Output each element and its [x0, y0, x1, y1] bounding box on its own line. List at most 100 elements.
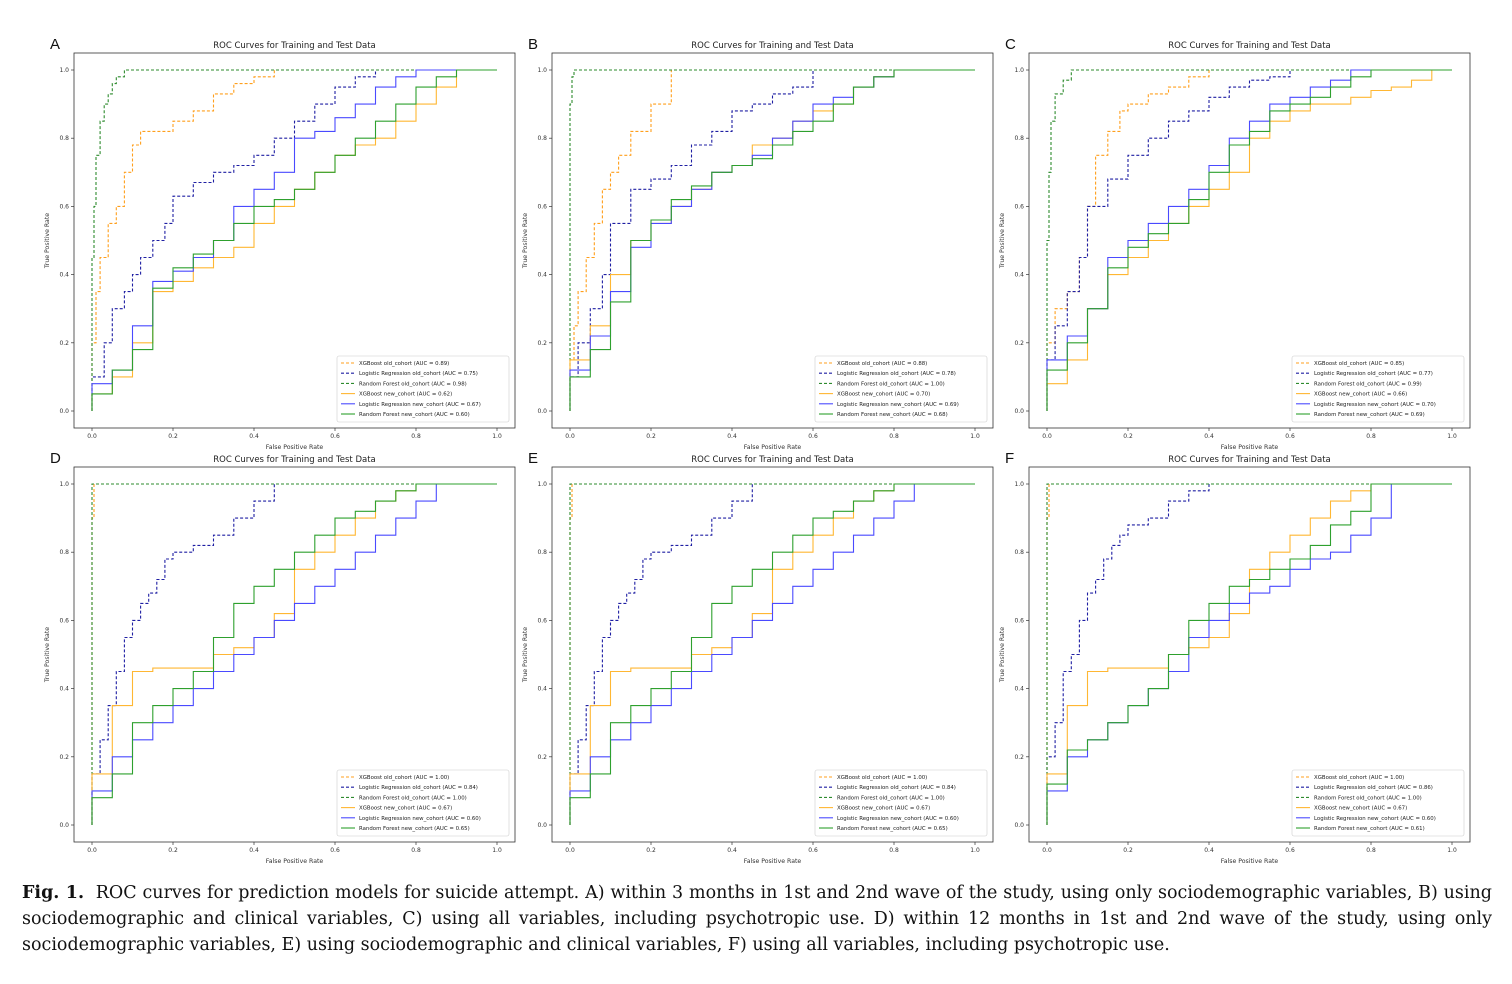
y-axis-label: True Positive Rate	[522, 627, 529, 683]
roc-curve-rf-new	[91, 69, 497, 411]
x-axis-label: False Positive Rate	[744, 444, 802, 451]
roc-figure-svg: A ROC Curves for Training and Test Data 0.…	[44, 36, 1471, 865]
roc-curve-lr-new	[91, 483, 497, 825]
roc-curve-rf-old	[1046, 69, 1452, 411]
y-tick-label: 0.2	[537, 340, 547, 347]
roc-curve-lr-old	[1046, 69, 1452, 411]
legend-entry: Random Forest old_cohort (AUC = 1.00)	[837, 381, 945, 387]
roc-panel-a: A ROC Curves for Training and Test Data 0.…	[44, 36, 516, 451]
legend-entry: Random Forest old_cohort (AUC = 1.00)	[1314, 795, 1422, 801]
plot-frame	[551, 52, 994, 429]
y-tick-label: 0.4	[1014, 686, 1024, 693]
legend-entry: Random Forest new_cohort (AUC = 0.65)	[359, 826, 470, 832]
legend-box	[336, 355, 510, 423]
legend-entry: XGBoost old_cohort (AUC = 0.88)	[837, 361, 927, 367]
x-axis-label: False Positive Rate	[266, 858, 324, 865]
x-tick-label: 0.4	[1204, 433, 1214, 440]
legend-entry: Logistic Regression old_cohort (AUC = 0.…	[1314, 371, 1433, 377]
plot-frame	[1028, 466, 1471, 843]
x-axis-label: False Positive Rate	[1221, 858, 1279, 865]
legend-entry: Logistic Regression new_cohort (AUC = 0.…	[359, 402, 481, 408]
x-tick-label: 1.0	[492, 433, 502, 440]
x-tick-label: 0.6	[330, 433, 340, 440]
legend-entry: Logistic Regression old_cohort (AUC = 0.…	[837, 371, 956, 377]
legend-entry: Random Forest new_cohort (AUC = 0.61)	[1314, 826, 1425, 832]
panel-letter: D	[50, 450, 61, 467]
x-tick-label: 0.6	[1285, 433, 1295, 440]
y-axis-label: True Positive Rate	[999, 627, 1006, 683]
x-tick-label: 0.8	[889, 847, 899, 854]
plot-frame	[73, 52, 516, 429]
chart-title: ROC Curves for Training and Test Data	[691, 41, 854, 51]
legend-entry: XGBoost new_cohort (AUC = 0.67)	[359, 806, 452, 812]
roc-figure-grid: A ROC Curves for Training and Test Data 0.…	[44, 36, 1471, 865]
roc-curve-lr-old	[1046, 483, 1452, 825]
y-tick-label: 1.0	[59, 481, 69, 488]
plot-frame	[1028, 52, 1471, 429]
x-tick-label: 1.0	[1447, 433, 1457, 440]
y-tick-label: 0.2	[59, 340, 69, 347]
legend-box	[814, 355, 988, 423]
y-tick-label: 1.0	[1014, 67, 1024, 74]
x-tick-label: 0.4	[727, 847, 737, 854]
x-tick-label: 0.6	[808, 847, 818, 854]
y-tick-label: 0.8	[537, 549, 547, 556]
legend-entry: XGBoost new_cohort (AUC = 0.67)	[837, 806, 930, 812]
legend-entry: Logistic Regression new_cohort (AUC = 0.…	[1314, 402, 1436, 408]
x-tick-label: 0.8	[411, 433, 421, 440]
legend-entry: Random Forest old_cohort (AUC = 0.99)	[1314, 381, 1422, 387]
legend-entry: Random Forest new_cohort (AUC = 0.60)	[359, 412, 470, 418]
legend-entry: XGBoost old_cohort (AUC = 1.00)	[1314, 775, 1404, 781]
roc-panel-f: F ROC Curves for Training and Test Data 0.…	[999, 450, 1471, 865]
y-tick-label: 1.0	[1014, 481, 1024, 488]
legend-box	[814, 769, 988, 837]
legend-entry: XGBoost new_cohort (AUC = 0.66)	[1314, 392, 1407, 398]
y-tick-label: 0.0	[59, 408, 69, 415]
legend-entry: XGBoost old_cohort (AUC = 1.00)	[837, 775, 927, 781]
x-tick-label: 0.4	[1204, 847, 1214, 854]
x-tick-label: 1.0	[492, 847, 502, 854]
y-tick-label: 0.8	[1014, 135, 1024, 142]
x-tick-label: 1.0	[970, 847, 980, 854]
x-tick-label: 1.0	[1447, 847, 1457, 854]
panel-letter: C	[1005, 36, 1016, 53]
roc-curve-xgb-new	[1046, 483, 1452, 825]
legend-box	[1291, 355, 1465, 423]
legend-entry: XGBoost new_cohort (AUC = 0.67)	[1314, 806, 1407, 812]
y-tick-label: 0.4	[1014, 272, 1024, 279]
x-tick-label: 0.6	[1285, 847, 1295, 854]
x-tick-label: 0.2	[1123, 847, 1133, 854]
y-axis-label: True Positive Rate	[44, 627, 51, 683]
x-tick-label: 0.6	[330, 847, 340, 854]
y-tick-label: 0.8	[59, 135, 69, 142]
y-tick-label: 1.0	[59, 67, 69, 74]
y-tick-label: 0.4	[537, 272, 547, 279]
y-tick-label: 0.0	[1014, 408, 1024, 415]
x-tick-label: 0.0	[1042, 433, 1052, 440]
roc-curve-xgb-old	[91, 69, 497, 411]
roc-panel-e: E ROC Curves for Training and Test Data 0.…	[522, 450, 994, 865]
roc-curve-rf-new	[569, 69, 975, 411]
legend-entry: Random Forest new_cohort (AUC = 0.68)	[837, 412, 948, 418]
panel-letter: A	[50, 36, 60, 53]
x-tick-label: 0.0	[565, 433, 575, 440]
x-tick-label: 0.6	[808, 433, 818, 440]
x-tick-label: 0.0	[1042, 847, 1052, 854]
chart-title: ROC Curves for Training and Test Data	[1168, 41, 1331, 51]
figure-caption: Fig. 1. ROC curves for prediction models…	[22, 880, 1492, 958]
plot-frame	[551, 466, 994, 843]
x-axis-label: False Positive Rate	[266, 444, 324, 451]
y-tick-label: 0.6	[1014, 203, 1024, 210]
legend-entry: Logistic Regression new_cohort (AUC = 0.…	[837, 816, 959, 822]
y-tick-label: 0.6	[537, 617, 547, 624]
roc-curve-rf-old	[91, 69, 497, 411]
legend-entry: XGBoost new_cohort (AUC = 0.62)	[359, 392, 452, 398]
roc-curve-rf-old	[569, 69, 975, 411]
x-axis-label: False Positive Rate	[744, 858, 802, 865]
y-tick-label: 0.0	[537, 822, 547, 829]
legend-entry: Logistic Regression old_cohort (AUC = 0.…	[359, 785, 478, 791]
y-axis-label: True Positive Rate	[999, 213, 1006, 269]
y-tick-label: 0.2	[59, 754, 69, 761]
y-tick-label: 1.0	[537, 67, 547, 74]
roc-curve-lr-old	[569, 69, 975, 411]
